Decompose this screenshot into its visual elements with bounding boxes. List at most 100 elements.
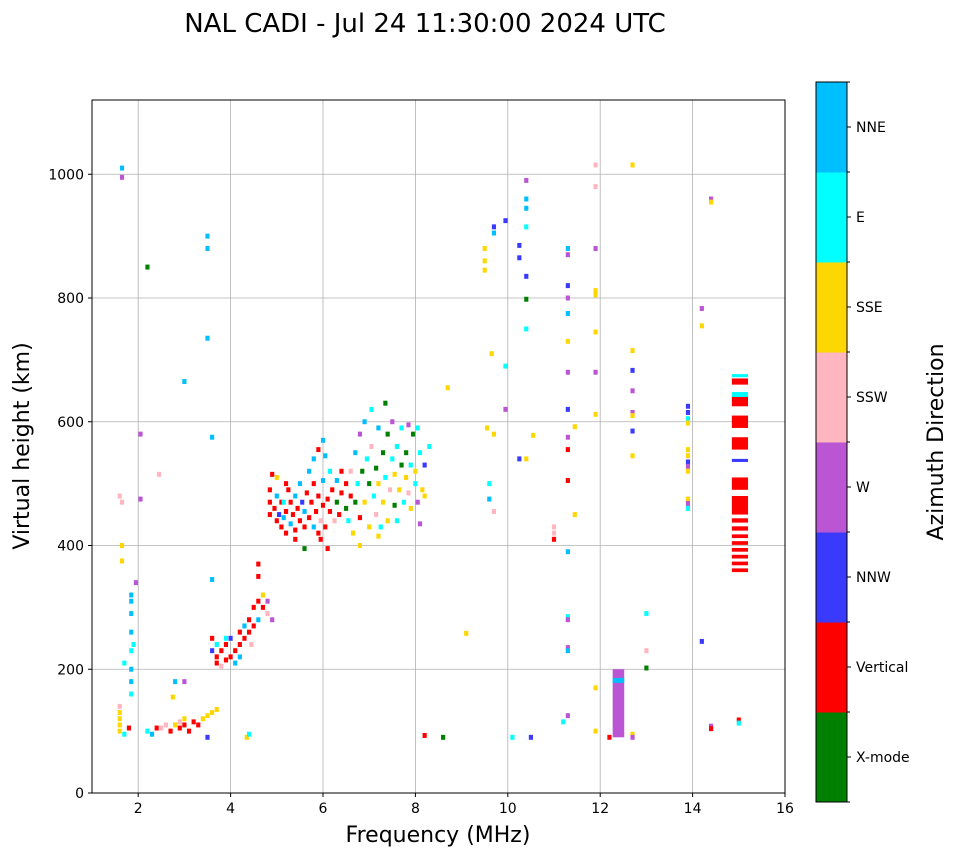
colorbar-swatch-sse <box>816 262 847 353</box>
x-tick-label: 14 <box>684 801 702 817</box>
data-point-vertical <box>247 617 252 623</box>
data-point-w <box>415 499 420 505</box>
data-point-e <box>417 450 423 456</box>
data-point-vertical <box>327 508 333 514</box>
data-point-vertical <box>309 499 314 505</box>
data-point-ssw <box>177 719 182 725</box>
y-tick-label: 400 <box>57 539 84 555</box>
data-point-nne <box>233 660 238 666</box>
data-point-vertical <box>318 536 323 542</box>
data-point-nne <box>297 481 302 487</box>
data-point-vertical <box>251 604 256 610</box>
data-point-vertical <box>297 518 302 524</box>
data-point-w <box>133 580 138 586</box>
data-point-vertical <box>126 725 132 731</box>
data-point-nne <box>334 478 339 484</box>
chart-title: NAL CADI - Jul 24 11:30:00 2024 UTC <box>184 9 666 39</box>
data-point-sse <box>173 722 178 728</box>
data-point-e <box>503 363 508 369</box>
data-point-ssw <box>406 490 411 496</box>
data-point-nne <box>129 592 134 598</box>
data-point-ssw <box>117 493 122 499</box>
data-point-nne <box>119 165 125 171</box>
data-point-nnw <box>503 218 508 224</box>
data-point-ssw <box>551 530 557 536</box>
data-point-vertical <box>316 493 321 499</box>
colorbar-swatch-w <box>816 442 847 533</box>
data-point-vertical <box>313 508 319 514</box>
data-point-nnw <box>630 428 635 434</box>
data-point-vertical <box>565 478 570 484</box>
data-point-ssw <box>249 642 254 647</box>
data-point-w <box>390 419 395 425</box>
data-point-sse <box>709 199 714 205</box>
data-point-nne <box>205 233 210 239</box>
data-point-nne <box>311 524 316 530</box>
data-point-nne <box>320 478 326 484</box>
data-point-vertical <box>270 471 275 477</box>
data-point-e <box>401 499 406 505</box>
data-point-vertical <box>219 648 224 654</box>
data-point-sse <box>489 351 494 357</box>
data-point-e <box>487 481 492 487</box>
data-point-nnw <box>630 367 635 373</box>
data-point-ssw <box>369 444 374 449</box>
data-point-sse <box>422 493 427 499</box>
data-point-ssw <box>348 468 353 474</box>
plot-frame <box>91 99 786 794</box>
data-point-sse <box>630 162 635 168</box>
data-point-nnw <box>210 648 215 654</box>
data-point-w <box>265 598 270 604</box>
data-point-nne <box>237 654 242 660</box>
data-point-vertical <box>191 719 196 725</box>
data-point-sse <box>593 728 598 734</box>
data-point-x-mode <box>524 296 529 302</box>
data-point-sse <box>205 713 210 719</box>
data-point-sse <box>630 453 635 459</box>
data-point-sse <box>445 385 450 391</box>
data-point-nnw <box>524 273 529 279</box>
data-point-sse <box>244 734 249 740</box>
data-point-sse <box>404 474 409 480</box>
data-bar-e <box>731 374 749 378</box>
data-point-x-mode <box>334 499 339 505</box>
data-point-w <box>709 196 714 202</box>
data-point-nnw <box>565 406 570 412</box>
data-point-sse <box>117 728 122 734</box>
data-point-e <box>383 474 388 480</box>
data-point-vertical <box>565 447 570 453</box>
colorbar-frame <box>815 81 848 803</box>
data-point-sse <box>572 512 577 518</box>
data-point-nnw <box>699 638 704 644</box>
data-point-e <box>281 499 286 505</box>
data-point-ssw <box>593 162 598 168</box>
data-point-sse <box>182 716 187 722</box>
data-bar-vertical <box>731 547 749 552</box>
data-point-nnw <box>205 734 210 740</box>
data-point-nne <box>565 549 570 555</box>
data-point-sse <box>119 558 125 564</box>
colorbar-swatch-e <box>816 172 847 263</box>
data-point-sse <box>482 246 487 251</box>
data-point-nnw <box>517 242 522 248</box>
data-point-nne <box>274 493 279 499</box>
data-point-vertical <box>286 487 291 493</box>
data-point-vertical <box>323 524 328 530</box>
colorbar-tick-label: W <box>856 480 870 496</box>
data-point-ssw <box>318 518 323 524</box>
data-point-vertical <box>272 505 277 511</box>
data-point-ssw <box>219 663 224 669</box>
data-point-vertical <box>283 481 289 487</box>
data-point-w <box>565 713 570 719</box>
colorbar: X-mode Vertical NNW W SSW SSE E NNE <box>815 81 910 803</box>
data-point-vertical <box>186 728 192 734</box>
x-tick-label: 10 <box>499 801 517 817</box>
data-point-sse <box>482 267 487 273</box>
data-point-sse <box>685 447 691 453</box>
data-point-vertical <box>311 481 316 487</box>
data-point-vertical <box>182 722 187 728</box>
colorbar-tick-label: NNW <box>856 570 891 586</box>
data-bar-vertical <box>731 541 749 545</box>
data-point-vertical <box>288 499 293 505</box>
